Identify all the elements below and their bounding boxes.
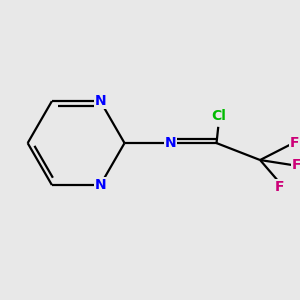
Text: F: F	[275, 180, 284, 194]
Text: Cl: Cl	[211, 110, 226, 123]
Text: N: N	[165, 136, 176, 150]
Text: N: N	[94, 178, 106, 192]
Text: F: F	[289, 136, 299, 150]
Text: F: F	[292, 158, 300, 172]
Text: N: N	[94, 94, 106, 108]
